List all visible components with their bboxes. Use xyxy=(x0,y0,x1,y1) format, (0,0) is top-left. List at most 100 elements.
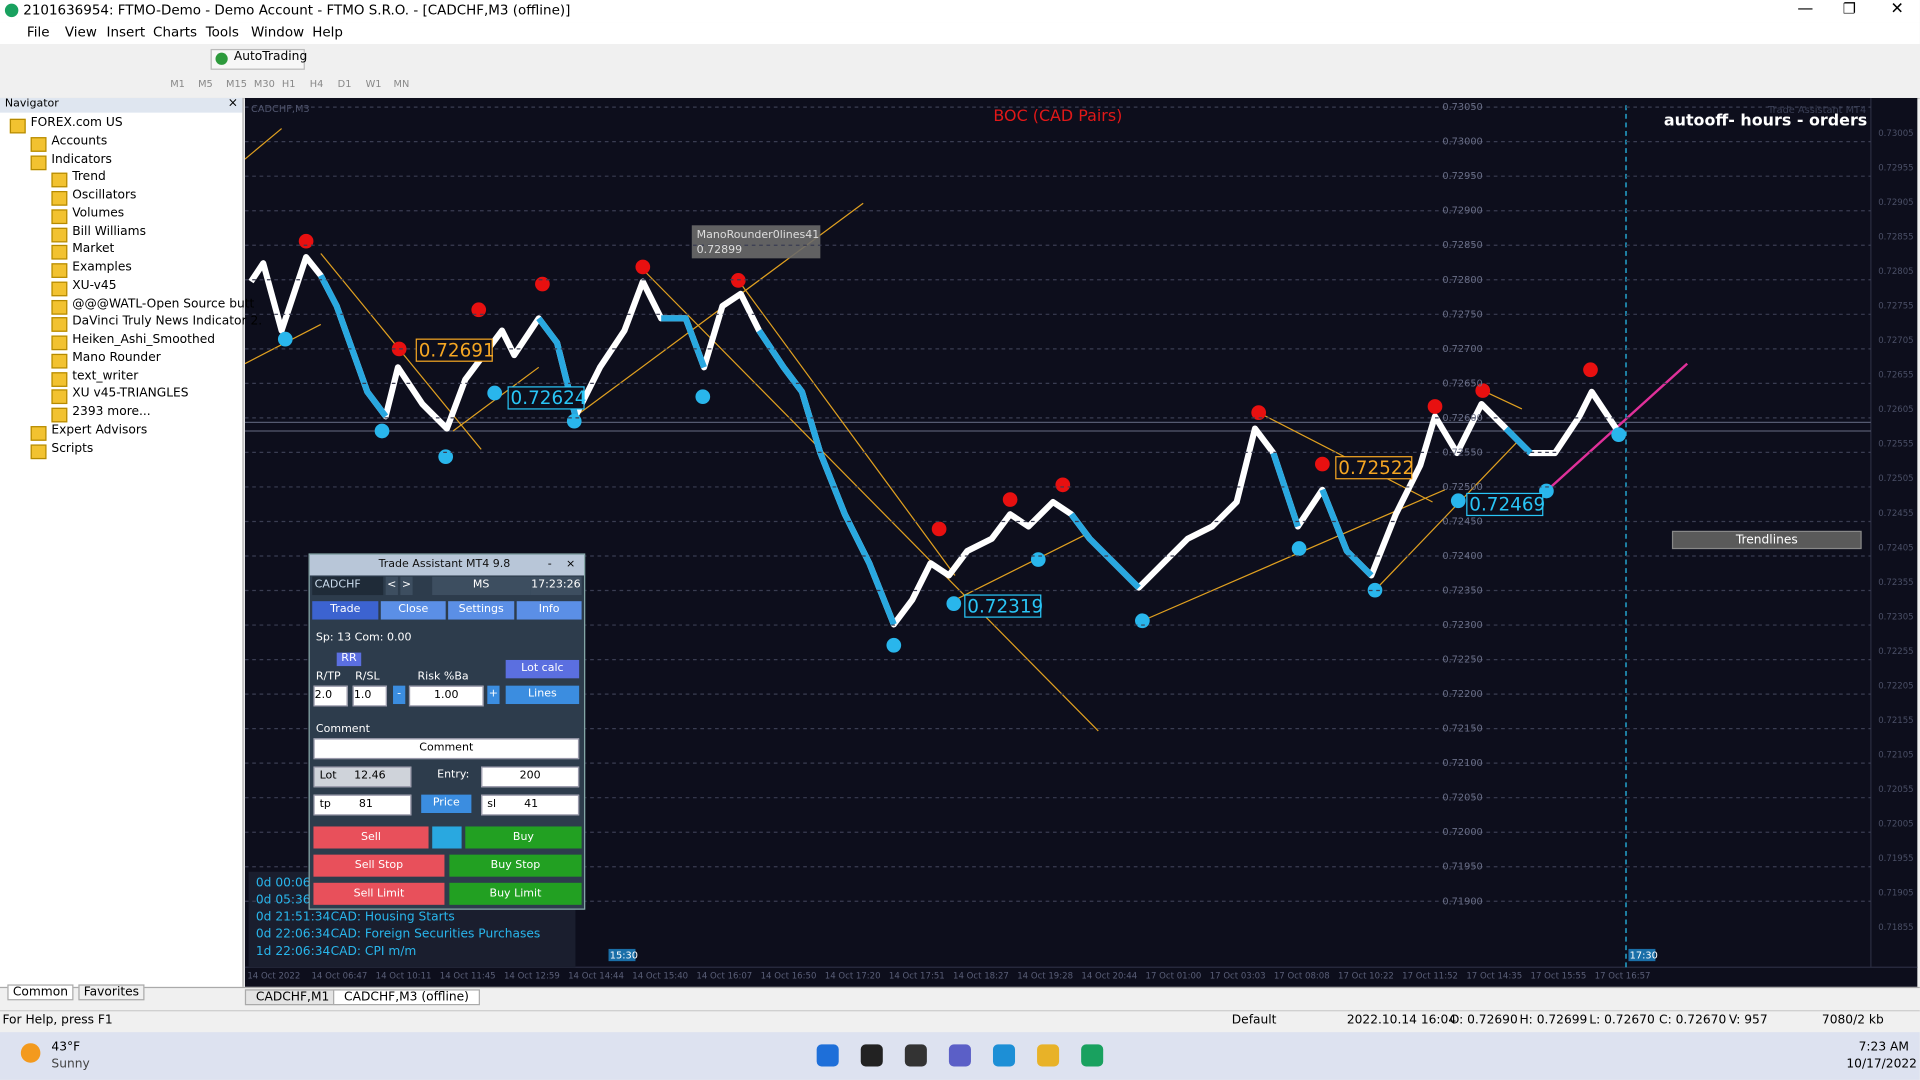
chart-tab[interactable]: CADCHF,M3 (offline) xyxy=(333,989,480,1006)
risk-plus[interactable]: + xyxy=(487,685,500,705)
tab-trade[interactable]: Trade xyxy=(312,601,379,620)
minimize[interactable]: — xyxy=(1797,0,1814,19)
timeframe-button[interactable]: H4 xyxy=(309,78,324,90)
window-title: 2101636954: FTMO-Demo - Demo Account - F… xyxy=(23,2,571,19)
tab-info[interactable]: Info xyxy=(516,601,582,620)
tree-item[interactable]: XU v45-TRIANGLES xyxy=(72,387,189,401)
timeframe-button[interactable]: M1 xyxy=(170,78,185,90)
tree-item[interactable]: 2393 more... xyxy=(72,405,151,419)
app-icon xyxy=(4,3,19,18)
rtp-input[interactable]: 2.0 xyxy=(313,685,348,707)
entry-input[interactable]: 200 xyxy=(481,766,580,788)
sell-stop-button[interactable]: Sell Stop xyxy=(313,854,445,877)
menu-item[interactable]: Window xyxy=(251,24,305,41)
symbol-select[interactable]: CADCHF xyxy=(312,576,384,596)
menu-item[interactable]: View xyxy=(64,24,97,41)
close[interactable]: ✕ xyxy=(1890,0,1904,19)
tab-settings[interactable]: Settings xyxy=(448,601,515,620)
taskbar-icon[interactable] xyxy=(816,1044,839,1067)
autotrading-button[interactable] xyxy=(210,48,305,70)
time-marker: 17:30 xyxy=(1630,951,1658,962)
lot-input[interactable]: Lot 12.46 xyxy=(313,766,412,788)
price-label: 0.72469 xyxy=(1469,495,1545,516)
comment-input[interactable]: Comment xyxy=(313,738,580,760)
maximize[interactable]: ❐ xyxy=(1842,0,1856,18)
tree-item[interactable]: Expert Advisors xyxy=(51,423,148,437)
menu-item[interactable]: Charts xyxy=(153,24,198,41)
navigator-title: Navigator xyxy=(4,97,59,111)
taskbar-icon[interactable] xyxy=(948,1044,971,1067)
tree-item[interactable]: Accounts xyxy=(51,134,108,148)
lot-calc-button[interactable]: Lot calc xyxy=(505,659,580,679)
prev-symbol[interactable]: < xyxy=(385,576,398,596)
tree-item[interactable]: Indicators xyxy=(51,152,112,166)
taskbar-icon[interactable] xyxy=(1037,1044,1060,1067)
taskbar-icon[interactable] xyxy=(860,1044,883,1067)
timeframe-button[interactable]: D1 xyxy=(337,78,352,90)
rsl-input[interactable]: 1.0 xyxy=(352,685,387,707)
tree-item[interactable]: Mano Rounder xyxy=(72,351,161,365)
taskbar-icon[interactable] xyxy=(1081,1044,1104,1067)
navigator-close[interactable]: × xyxy=(227,96,239,111)
lines-button[interactable]: Lines xyxy=(505,685,580,705)
tree-item[interactable]: Volumes xyxy=(72,206,125,221)
menu-item[interactable]: File xyxy=(26,24,50,41)
tree-item[interactable]: Oscillators xyxy=(72,188,137,203)
tree-item[interactable]: Scripts xyxy=(51,441,94,455)
risk-minus[interactable]: - xyxy=(393,685,406,705)
right-axis-label: 0.71955 xyxy=(1878,854,1913,864)
autotrading-label[interactable]: AutoTrading xyxy=(233,50,308,64)
panel-close[interactable]: × xyxy=(565,558,576,571)
tree-item[interactable]: text_writer xyxy=(72,369,139,383)
right-axis-label: 0.72005 xyxy=(1878,820,1913,830)
tab-close[interactable]: Close xyxy=(380,601,446,620)
sl-input[interactable]: sl 41 xyxy=(481,794,580,816)
price-button[interactable]: Price xyxy=(421,794,472,814)
price-axis-label: 0.72900 xyxy=(1442,206,1482,217)
price-axis-label: 0.72600 xyxy=(1442,413,1482,424)
menu-item[interactable]: Help xyxy=(312,24,343,41)
menu-item[interactable]: Insert xyxy=(106,24,146,41)
timeframe-button[interactable]: M5 xyxy=(198,78,213,90)
tree-item[interactable]: Bill Williams xyxy=(72,224,146,239)
risk-input[interactable]: 1.00 xyxy=(408,685,484,707)
taskbar-icon[interactable] xyxy=(904,1044,927,1067)
tp-input[interactable]: tp 81 xyxy=(313,794,412,816)
sl-label: sl xyxy=(487,798,497,811)
timeframe-button[interactable]: MN xyxy=(393,78,410,90)
navigator-tab[interactable]: Common xyxy=(7,984,74,1001)
tree-item[interactable]: Examples xyxy=(72,260,132,275)
timeframe-button[interactable]: H1 xyxy=(281,78,296,90)
trade-panel: Trade Assistant MT4 9.8 - × CADCHF < > M… xyxy=(308,553,586,910)
chart-tab[interactable]: CADCHF,M1 xyxy=(244,989,341,1006)
buy-limit-button[interactable]: Buy Limit xyxy=(449,882,582,905)
tree-item[interactable]: @@@WATL-Open Source butt xyxy=(72,296,255,311)
timeframe-button[interactable]: W1 xyxy=(365,78,382,90)
sell-button[interactable]: Sell xyxy=(313,826,429,849)
price-label-box xyxy=(1335,456,1413,480)
timeframe-button[interactable]: M30 xyxy=(253,78,275,90)
tree-item[interactable]: Trend xyxy=(72,170,106,184)
clock-date: 10/17/2022 xyxy=(1846,1057,1917,1072)
risk-label: Risk %Ba xyxy=(417,670,469,684)
panel-minimize[interactable]: - xyxy=(547,558,552,571)
temperature: 43°F xyxy=(51,1040,81,1055)
tree-item[interactable]: FOREX.com US xyxy=(30,116,123,130)
tree-item[interactable]: DaVinci Truly News Indicator 2. xyxy=(72,314,263,329)
timeframe-button[interactable]: M15 xyxy=(226,78,247,90)
tree-item[interactable]: XU-v45 xyxy=(72,278,117,293)
sell-limit-button[interactable]: Sell Limit xyxy=(313,882,445,905)
navigator-tab[interactable]: Favorites xyxy=(78,984,145,1001)
spread-button[interactable] xyxy=(432,826,462,849)
tree-icon xyxy=(51,299,68,315)
buy-stop-button[interactable]: Buy Stop xyxy=(449,854,582,877)
trendlines-button[interactable] xyxy=(1671,530,1862,550)
menu-item[interactable]: Tools xyxy=(205,24,239,41)
tree-item[interactable]: Market xyxy=(72,242,115,257)
tree-item[interactable]: Heiken_Ashi_Smoothed xyxy=(72,333,216,347)
next-symbol[interactable]: > xyxy=(400,576,413,596)
rr-button[interactable]: RR xyxy=(336,652,362,667)
buy-button[interactable]: Buy xyxy=(465,826,582,849)
taskbar-icon[interactable] xyxy=(992,1044,1016,1067)
time-marker-box xyxy=(608,948,636,962)
